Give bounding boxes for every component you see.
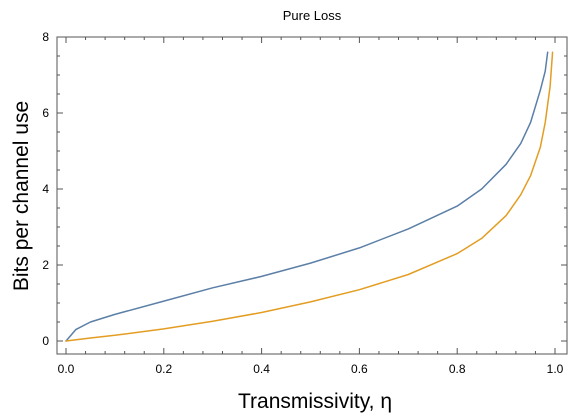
series-line-2 xyxy=(65,51,554,342)
x-axis-label: Transmissivity, η xyxy=(238,390,392,413)
x-tick-label: 0.0 xyxy=(58,362,75,376)
x-tick-label: 0.2 xyxy=(155,362,172,376)
y-axis-label: Bits per channel use xyxy=(10,101,33,291)
y-tick-label: 0 xyxy=(42,334,49,348)
y-tick-label: 4 xyxy=(42,182,49,196)
plot-frame xyxy=(56,36,568,355)
x-tick-label: 1.0 xyxy=(547,362,564,376)
series-layer xyxy=(65,51,554,342)
x-tick-label: 0.4 xyxy=(253,362,270,376)
chart-title: Pure Loss xyxy=(283,8,342,23)
series-line-1 xyxy=(65,51,549,342)
y-tick-label: 6 xyxy=(42,106,49,120)
y-tick-label: 2 xyxy=(42,258,49,272)
x-axis-ticks: 0.0 0.2 0.4 0.6 0.8 1.0 xyxy=(58,37,564,376)
x-tick-label: 0.8 xyxy=(449,362,466,376)
y-axis-ticks: 0 2 4 6 8 xyxy=(42,30,567,348)
y-tick-label: 8 xyxy=(42,30,49,44)
x-tick-label: 0.6 xyxy=(351,362,368,376)
